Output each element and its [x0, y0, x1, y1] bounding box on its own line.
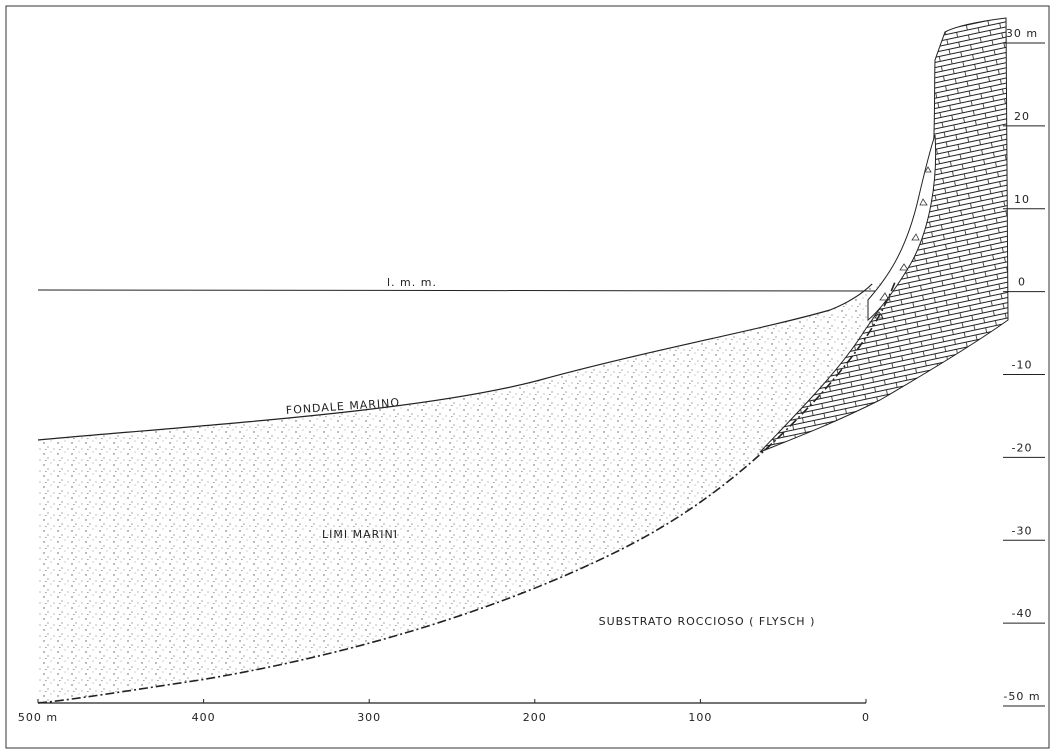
depth-label: -30 — [1012, 524, 1033, 537]
sea-level-line — [38, 290, 875, 291]
depth-label: -50 m — [1003, 690, 1040, 703]
distance-label: 0 — [862, 711, 870, 724]
silt-body — [38, 282, 895, 703]
depth-label: -40 — [1012, 607, 1033, 620]
sea-level-label: l. m. m. — [387, 276, 437, 289]
distance-label: 300 — [357, 711, 381, 724]
depth-label: -20 — [1012, 441, 1033, 454]
depth-label: 0 — [1018, 276, 1026, 289]
depth-label: -10 — [1012, 359, 1033, 372]
silt-label: LIMI MARINI — [322, 528, 398, 541]
distance-label: 200 — [523, 711, 547, 724]
depth-label: 10 — [1014, 193, 1030, 206]
depth-label: 20 — [1014, 110, 1030, 123]
cross-section: l. m. m. FONDALE MARINO LIMI MARINI SUBS… — [0, 0, 1055, 754]
distance-label: 500 m — [18, 711, 58, 724]
bedrock-label: SUBSTRATO ROCCIOSO ( FLYSCH ) — [599, 615, 816, 628]
distance-label: 100 — [688, 711, 712, 724]
depth-label: 30 m — [1006, 27, 1038, 40]
distance-label: 400 — [192, 711, 216, 724]
